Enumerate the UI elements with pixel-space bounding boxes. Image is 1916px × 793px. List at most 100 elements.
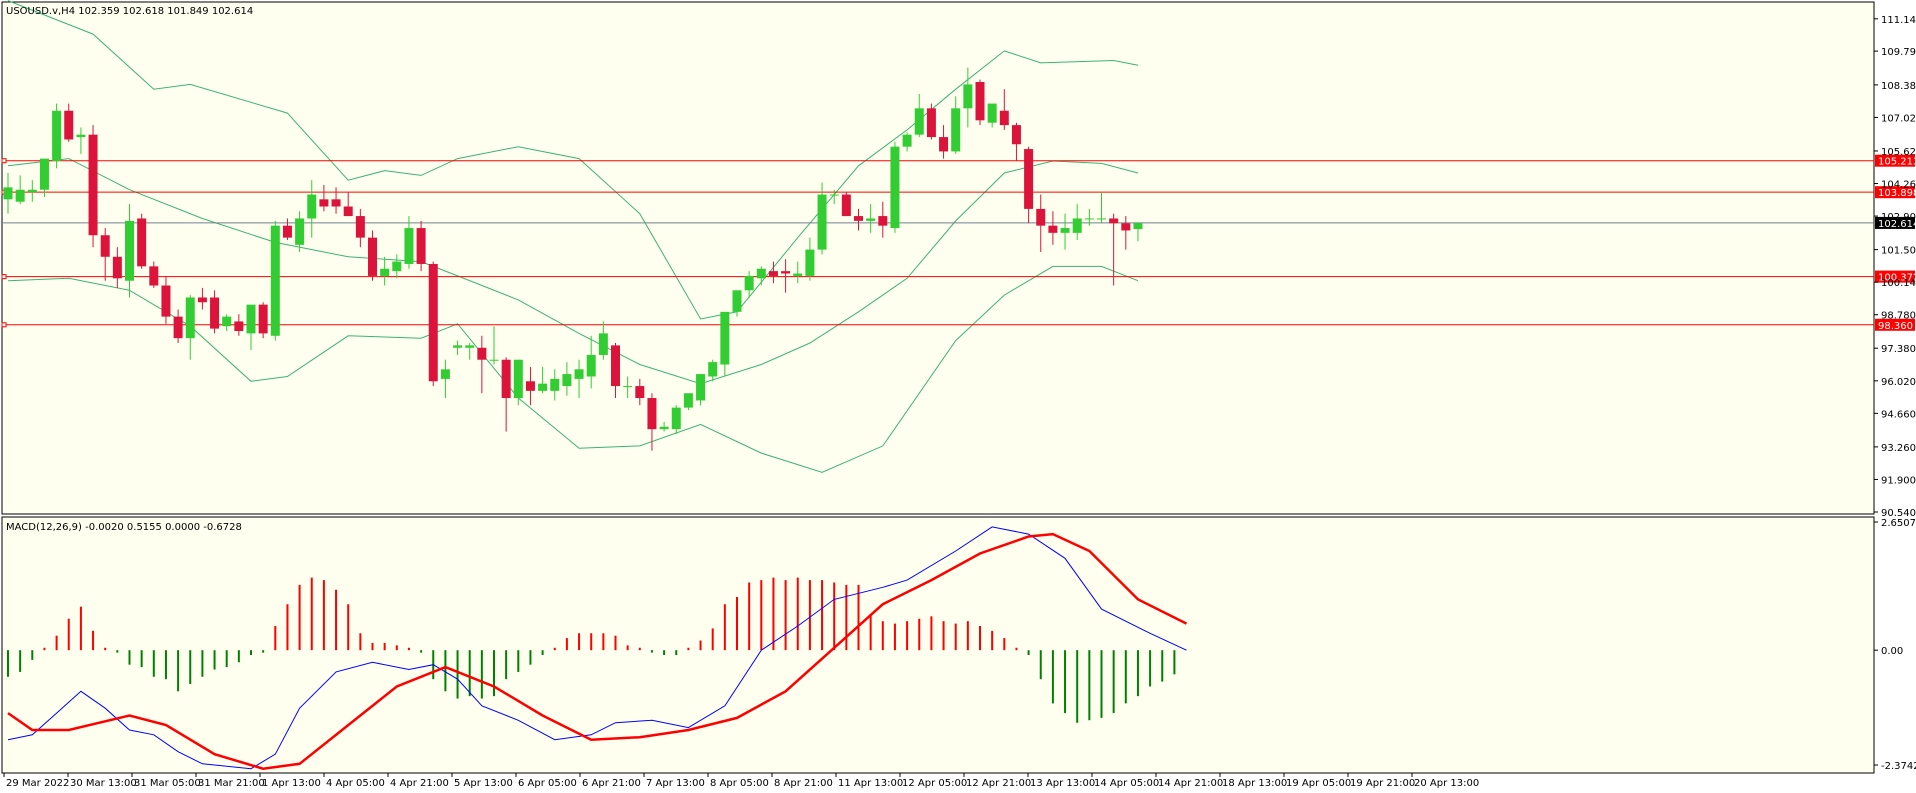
price-tick-label: 98.780 [1881,311,1916,322]
candle-body [380,268,390,276]
candle-body [489,359,499,361]
candle-body [125,220,134,281]
candle-body [817,194,827,250]
candle-body [805,249,815,276]
level-price-tag [1875,270,1915,283]
time-tick-label: 5 Apr 13:00 [454,778,513,789]
time-tick-label: 8 Apr 21:00 [774,778,833,789]
macd-tick-label: -2.3742 [1881,761,1916,772]
candle-body [999,110,1009,126]
time-tick-label: 29 Mar 2022 [6,778,69,789]
candle-body [428,263,438,382]
horizontal-levels[interactable]: 105.213 103.898 100.372 98.360 102.614 [1,154,1916,332]
time-tick-label: 6 Apr 05:00 [518,778,577,789]
candle-body [744,275,754,291]
candle-body [926,108,936,138]
candle-body [64,110,74,140]
time-tick-label: 11 Apr 13:00 [838,778,903,789]
price-tick-label: 102.900 [1881,212,1916,223]
candle-body [39,158,49,190]
time-tick-label: 13 Apr 13:00 [1030,778,1095,789]
candle-body [1024,149,1034,209]
candle-body [27,189,37,193]
candle-body [768,271,778,276]
macd-tick-label: 0.00 [1881,646,1903,657]
candle-body [829,194,839,196]
level-price-tag [1875,186,1915,199]
time-tick-label: 7 Apr 13:00 [646,778,705,789]
time-tick-label: 31 Mar 05:00 [134,778,201,789]
macd-indicator [7,526,1188,770]
bollinger-upper [7,0,1139,320]
candle-body [295,218,305,245]
candle-body [173,316,183,339]
candle-body [1036,208,1046,226]
time-tick-label: 19 Apr 21:00 [1350,778,1415,789]
time-tick-label: 12 Apr 05:00 [902,778,967,789]
candle-body [878,216,888,226]
candle-body [137,218,147,267]
candle-body [611,345,620,387]
candle-body [793,273,803,276]
time-tick-label: 1 Apr 13:00 [262,778,321,789]
candle-body [647,398,657,430]
price-tick-label: 100.140 [1881,278,1916,289]
candle-body [343,206,353,217]
candle-body [951,108,961,152]
candle-body [696,374,706,401]
candle-body [841,194,851,217]
candle-body [635,386,645,399]
time-tick-label: 8 Apr 05:00 [710,778,769,789]
candle-body [453,345,463,348]
candle-body [112,256,122,279]
level-price-label: 105.213 [1878,157,1916,168]
bollinger-lower [7,265,1139,473]
level-price-label: 100.372 [1878,273,1916,284]
time-tick-label: 19 Apr 05:00 [1286,778,1351,789]
time-tick-label: 18 Apr 13:00 [1222,778,1287,789]
candle-body [416,228,426,264]
level-handle [1,158,7,164]
candle-body [854,216,863,221]
candle-body [623,386,633,388]
symbol-info: USOUSD.v,H4 102.359 102.618 101.849 102.… [6,6,253,17]
candle-body [1048,225,1058,233]
macd-line [7,526,1187,770]
candle-body [525,381,535,391]
price-tick-label: 93.260 [1881,443,1916,454]
price-tick-label: 105.620 [1881,147,1916,158]
price-tick-label: 111.140 [1881,15,1916,26]
candle-body [210,297,220,329]
candle-body [392,261,402,272]
candle-body [1072,218,1082,233]
candle-body [890,146,900,229]
price-panel-background [1,1,1875,515]
time-tick-label: 12 Apr 21:00 [966,778,1031,789]
candle-body [708,362,718,377]
candle-body [149,266,159,286]
level-handle [1,322,7,328]
level-price-label: 98.360 [1878,321,1913,332]
candle-body [1011,125,1021,145]
candle-body [987,103,997,123]
macd-info: MACD(12,26,9) -0.0020 0.5155 0.0000 -0.6… [6,522,242,533]
candle-body [368,237,377,276]
candle-body [355,216,365,238]
candle-body [100,235,110,257]
price-axis: 111.140 109.790 108.380 107.020 105.620 104.2… [1874,15,1916,772]
bollinger-bands [7,0,1139,473]
candle-body [598,333,608,355]
candle-body [902,134,912,147]
signal-line [7,532,1188,770]
candle-body [720,311,730,365]
candle-body [1097,218,1106,220]
candle-body [270,225,280,336]
candle-body [659,426,669,430]
candle-body [550,378,560,391]
price-tick-label: 108.380 [1881,81,1916,92]
candle-body [197,297,207,303]
candle-body [1121,223,1131,231]
candle-body [246,304,256,334]
